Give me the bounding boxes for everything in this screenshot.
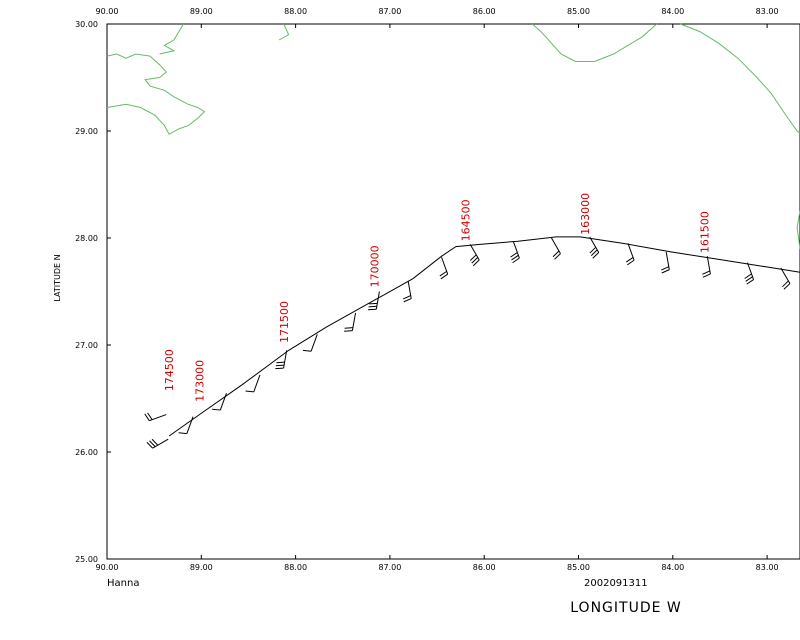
x-tick-label-top: 87.00 xyxy=(378,7,401,16)
time-label: 173000 xyxy=(194,360,207,402)
wind-barb xyxy=(780,267,791,290)
wind-barb xyxy=(178,416,194,435)
x-tick-label-bottom: 88.00 xyxy=(284,563,307,572)
wind-barb xyxy=(245,374,261,393)
wind-barb xyxy=(551,237,561,260)
wind-barb xyxy=(510,241,520,264)
wind-barb xyxy=(146,438,169,449)
x-tick-label-top: 89.00 xyxy=(190,7,213,16)
coastline xyxy=(532,23,657,62)
x-tick-label-bottom: 87.00 xyxy=(378,563,401,572)
y-tick-label: 25.00 xyxy=(75,555,98,564)
x-tick-label-bottom: 84.00 xyxy=(661,563,684,572)
axis-ticks: 90.00 90.00 89.00 89.00 88.00 88.00 87.00 87.00… xyxy=(75,7,778,572)
y-tick-label: 29.00 xyxy=(75,127,98,136)
y-tick-label: 28.00 xyxy=(75,234,98,243)
time-label: 163000 xyxy=(579,193,592,235)
coastline xyxy=(796,211,800,249)
wind-barb xyxy=(368,291,380,311)
x-tick-label-top: 85.00 xyxy=(567,7,590,16)
wind-barb xyxy=(744,262,755,285)
wind-barb xyxy=(702,256,711,278)
x-tick-label-bottom: 85.00 xyxy=(567,563,590,572)
x-tick-label-top: 83.00 xyxy=(756,7,779,16)
y-tick-label: 26.00 xyxy=(75,448,98,457)
y-tick-label: 27.00 xyxy=(75,341,98,350)
storm-track-line xyxy=(168,236,800,437)
wind-barb xyxy=(144,412,167,422)
coastline xyxy=(680,23,800,134)
wind-barb-layer xyxy=(144,236,791,449)
wind-barb xyxy=(625,243,635,266)
x-tick-label-bottom: 90.00 xyxy=(96,563,119,572)
x-tick-label-top: 88.00 xyxy=(284,7,307,16)
time-label: 161500 xyxy=(698,211,711,253)
x-tick-label-top: 86.00 xyxy=(473,7,496,16)
x-tick-label-top: 90.00 xyxy=(96,7,119,16)
x-tick-label-bottom: 89.00 xyxy=(190,563,213,572)
wind-barb xyxy=(402,280,412,303)
wind-barb xyxy=(469,244,480,267)
wind-barb xyxy=(344,312,357,332)
x-tick-label-top: 84.00 xyxy=(661,7,684,16)
wind-barb xyxy=(661,251,670,274)
wind-barb xyxy=(212,392,227,411)
storm-name: Hanna xyxy=(107,578,139,589)
coastline xyxy=(106,53,206,135)
y-tick-label: 30.00 xyxy=(75,20,98,29)
wind-barb xyxy=(589,236,600,259)
coastline xyxy=(159,23,184,55)
time-label: 170000 xyxy=(369,245,382,287)
x-tick-label-bottom: 86.00 xyxy=(473,563,496,572)
x-axis-label: LONGITUDE W xyxy=(570,600,682,616)
coastline xyxy=(278,23,290,41)
wind-barb xyxy=(302,334,318,352)
time-label: 171500 xyxy=(278,301,291,343)
y-axis-label: LATITUDE N xyxy=(53,254,62,301)
time-label: 174500 xyxy=(163,349,176,391)
wind-barb xyxy=(275,350,288,370)
date-stamp: 2002091311 xyxy=(584,578,648,589)
coastline-layer xyxy=(106,23,800,249)
map-frame xyxy=(106,23,800,560)
time-label-layer: 174500 173000 171500 170000 164500 163000 1615… xyxy=(163,193,711,402)
wind-barb xyxy=(439,257,449,280)
time-label: 164500 xyxy=(459,199,472,241)
x-tick-label-bottom: 83.00 xyxy=(756,563,779,572)
